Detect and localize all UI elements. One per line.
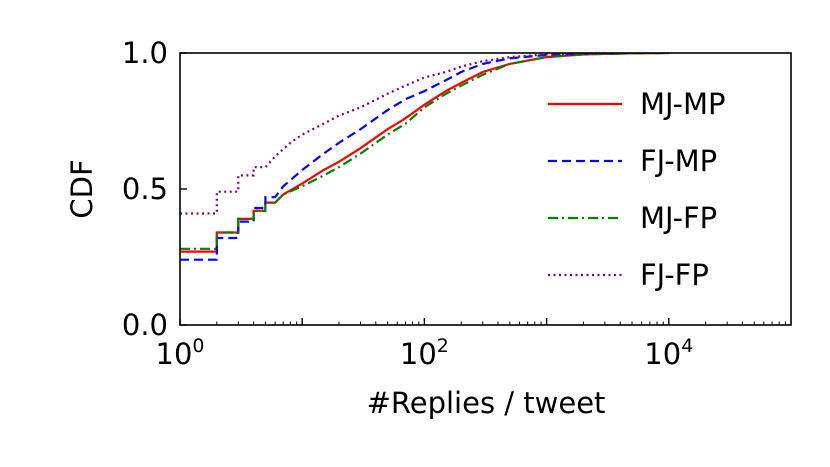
y-axis-label: CDF <box>65 159 99 218</box>
legend-label-mj-mp: MJ-MP <box>640 87 726 121</box>
legend-label-mj-fp: MJ-FP <box>640 201 717 235</box>
y-tick-label: 0.0 <box>122 308 168 342</box>
y-tick-label: 1.0 <box>122 36 168 70</box>
x-tick-label: 104 <box>644 335 693 371</box>
x-tick-label: 100 <box>156 335 205 371</box>
series-layer <box>180 53 669 261</box>
series-line-mj-mp <box>180 53 669 253</box>
y-tick-label: 0.5 <box>122 172 168 206</box>
series-line-fj-fp <box>180 53 605 215</box>
x-tick-label: 102 <box>400 335 449 371</box>
series-line-mj-fp <box>180 53 669 250</box>
legend-label-fj-mp: FJ-MP <box>640 144 717 178</box>
series-line-fj-mp <box>180 53 633 261</box>
legend: MJ-MP FJ-MP MJ-FP FJ-FP <box>548 87 726 292</box>
x-axis-label: #Replies / tweet <box>367 386 606 420</box>
legend-label-fj-fp: FJ-FP <box>640 258 709 292</box>
ticks-layer: 100 102 104 0.0 0.5 1.0 <box>122 36 786 371</box>
